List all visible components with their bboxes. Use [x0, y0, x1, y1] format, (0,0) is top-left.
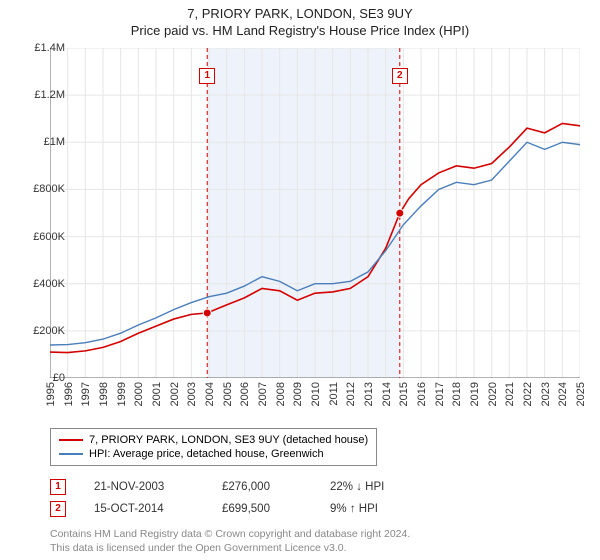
x-tick-label: 2025: [575, 382, 587, 406]
legend-label: 7, PRIORY PARK, LONDON, SE3 9UY (detache…: [89, 434, 368, 446]
x-tick-label: 2018: [451, 382, 463, 406]
sale-row: 2 15-OCT-2014 £699,500 9% ↑ HPI: [50, 498, 384, 520]
x-tick-label: 2024: [557, 382, 569, 406]
sale-date: 21-NOV-2003: [94, 481, 194, 493]
x-tick-label: 2019: [469, 382, 481, 406]
x-tick-label: 2010: [310, 382, 322, 406]
y-tick-label: £400K: [15, 278, 65, 290]
x-tick-label: 2001: [151, 382, 163, 406]
x-tick-label: 2020: [487, 382, 499, 406]
x-tick-label: 2000: [133, 382, 145, 406]
x-tick-label: 2016: [416, 382, 428, 406]
x-tick-label: 1996: [63, 382, 75, 406]
sale-price: £276,000: [222, 481, 302, 493]
sale-delta: 9% ↑ HPI: [330, 503, 378, 515]
sale-marker: 1: [50, 479, 66, 495]
x-tick-label: 2023: [540, 382, 552, 406]
x-tick-label: 2017: [434, 382, 446, 406]
title-address: 7, PRIORY PARK, LONDON, SE3 9UY: [0, 6, 600, 21]
x-tick-label: 2012: [345, 382, 357, 406]
chart-container: 7, PRIORY PARK, LONDON, SE3 9UY Price pa…: [0, 0, 600, 560]
x-tick-label: 2013: [363, 382, 375, 406]
x-tick-label: 1999: [116, 382, 128, 406]
chart-svg: [50, 48, 580, 378]
y-tick-label: £600K: [15, 231, 65, 243]
sale-date: 15-OCT-2014: [94, 503, 194, 515]
y-tick-label: £1.4M: [15, 42, 65, 54]
x-tick-label: 2004: [204, 382, 216, 406]
sale-delta: 22% ↓ HPI: [330, 481, 384, 493]
x-tick-label: 1997: [80, 382, 92, 406]
x-tick-label: 2014: [381, 382, 393, 406]
sales-table: 1 21-NOV-2003 £276,000 22% ↓ HPI 2 15-OC…: [50, 476, 384, 520]
event-marker-box: 1: [199, 68, 215, 84]
event-marker-box: 2: [392, 68, 408, 84]
x-tick-label: 2007: [257, 382, 269, 406]
legend-item: 7, PRIORY PARK, LONDON, SE3 9UY (detache…: [59, 433, 368, 447]
y-tick-label: £800K: [15, 183, 65, 195]
x-tick-label: 2003: [186, 382, 198, 406]
x-tick-label: 2022: [522, 382, 534, 406]
y-tick-label: £1.2M: [15, 89, 65, 101]
x-tick-label: 2011: [328, 382, 340, 406]
y-tick-label: £1M: [15, 136, 65, 148]
x-tick-label: 2006: [239, 382, 251, 406]
x-tick-label: 1995: [45, 382, 57, 406]
x-tick-label: 2021: [504, 382, 516, 406]
footer-copyright: Contains HM Land Registry data © Crown c…: [50, 528, 410, 542]
footer-licence: This data is licensed under the Open Gov…: [50, 542, 410, 556]
x-tick-label: 2008: [275, 382, 287, 406]
chart-area: [50, 48, 580, 378]
legend-label: HPI: Average price, detached house, Gree…: [89, 448, 324, 460]
x-tick-label: 2005: [222, 382, 234, 406]
legend-swatch: [59, 439, 83, 441]
y-tick-label: £0: [15, 372, 65, 384]
x-tick-label: 2002: [169, 382, 181, 406]
sale-row: 1 21-NOV-2003 £276,000 22% ↓ HPI: [50, 476, 384, 498]
legend-item: HPI: Average price, detached house, Gree…: [59, 447, 368, 461]
legend-swatch: [59, 453, 83, 455]
title-block: 7, PRIORY PARK, LONDON, SE3 9UY Price pa…: [0, 0, 600, 38]
sale-marker: 2: [50, 501, 66, 517]
sale-price: £699,500: [222, 503, 302, 515]
title-subtitle: Price paid vs. HM Land Registry's House …: [0, 23, 600, 38]
x-tick-label: 2009: [292, 382, 304, 406]
footer: Contains HM Land Registry data © Crown c…: [50, 528, 410, 555]
legend: 7, PRIORY PARK, LONDON, SE3 9UY (detache…: [50, 428, 377, 466]
x-tick-label: 1998: [98, 382, 110, 406]
y-tick-label: £200K: [15, 325, 65, 337]
x-tick-label: 2015: [398, 382, 410, 406]
